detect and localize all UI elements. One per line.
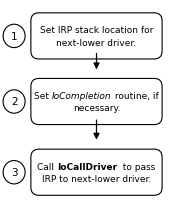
Text: necessary.: necessary. [73, 104, 120, 113]
Circle shape [3, 161, 25, 184]
FancyBboxPatch shape [31, 149, 162, 195]
Text: IoCallDriver: IoCallDriver [57, 162, 117, 171]
FancyBboxPatch shape [31, 14, 162, 60]
Text: routine, if: routine, if [112, 91, 159, 100]
Text: to pass: to pass [117, 162, 156, 171]
Text: Set IRP stack location for: Set IRP stack location for [40, 26, 153, 35]
Circle shape [3, 90, 25, 114]
FancyBboxPatch shape [31, 79, 162, 125]
Text: IoCompletion: IoCompletion [52, 91, 112, 100]
Text: Set: Set [34, 91, 52, 100]
Text: 2: 2 [11, 97, 17, 107]
Circle shape [3, 25, 25, 48]
Text: IRP to next-lower driver.: IRP to next-lower driver. [42, 174, 151, 183]
Text: 1: 1 [11, 32, 17, 42]
Text: Call: Call [37, 162, 57, 171]
Text: next-lower driver.: next-lower driver. [56, 38, 137, 47]
Text: 3: 3 [11, 167, 17, 177]
